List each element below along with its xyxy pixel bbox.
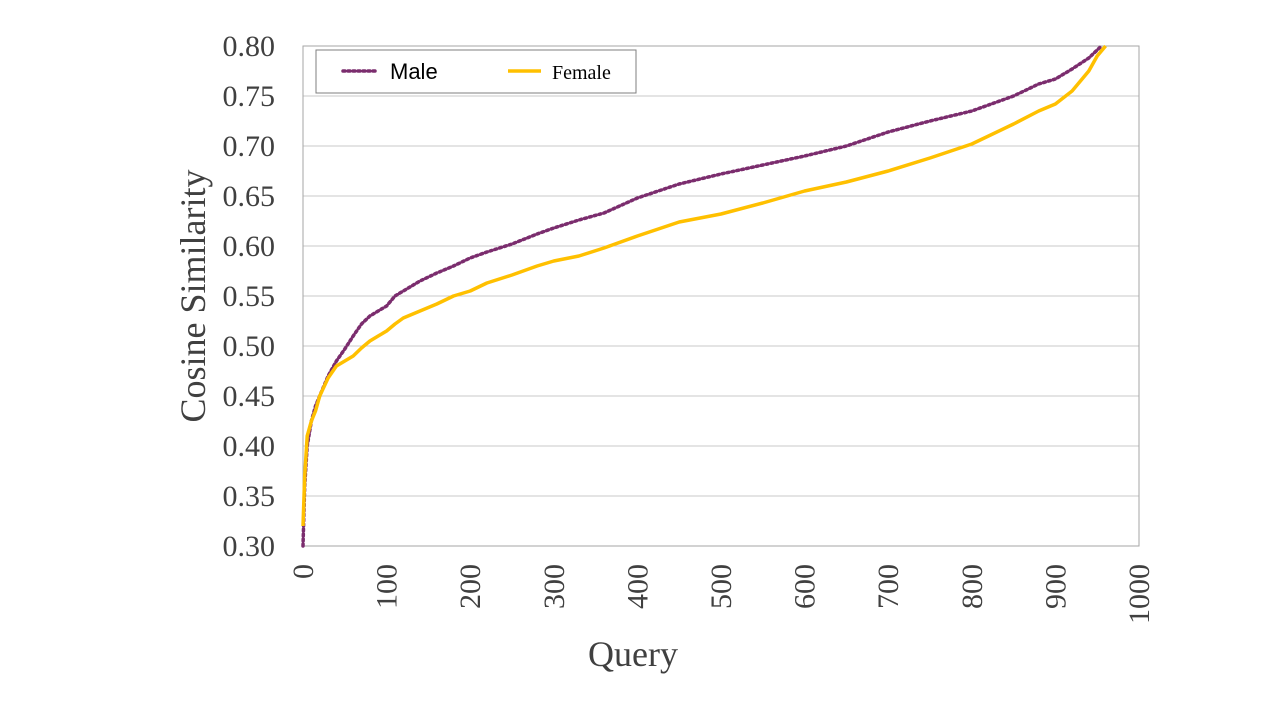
legend-label-female: Female <box>552 62 611 84</box>
y-tick-label: 0.65 <box>223 180 276 213</box>
x-tick-label: 300 <box>538 564 571 609</box>
x-tick-label: 500 <box>705 564 738 609</box>
y-tick-label: 0.70 <box>223 130 276 163</box>
x-tick-label: 700 <box>872 564 905 609</box>
x-axis-tick-labels: 0 100 200 300 400 500 600 700 800 900 1000 <box>287 564 1156 624</box>
y-tick-label: 0.30 <box>223 530 276 563</box>
series-group <box>301 44 1107 548</box>
y-tick-label: 0.45 <box>223 380 276 413</box>
x-tick-label: 900 <box>1039 564 1072 609</box>
gridlines <box>303 45 1139 547</box>
x-tick-label: 800 <box>956 564 989 609</box>
series-line-female <box>301 44 1107 527</box>
plot-area-border <box>302 45 1140 547</box>
y-tick-label: 0.55 <box>223 280 276 313</box>
x-tick-label: 600 <box>789 564 822 609</box>
x-tick-label: 100 <box>371 564 404 609</box>
y-tick-label: 0.60 <box>223 230 276 263</box>
legend: Male Female <box>315 49 637 94</box>
y-axis-tick-labels: 0.80 0.75 0.70 0.65 0.60 0.55 0.50 0.45 0.40 0.35… <box>223 30 276 563</box>
x-tick-label: 400 <box>621 564 654 609</box>
x-tick-label: 1000 <box>1123 564 1156 624</box>
series-line-male <box>301 44 1104 548</box>
x-tick-label: 200 <box>454 564 487 609</box>
legend-label-male: Male <box>390 59 438 84</box>
y-tick-label: 0.50 <box>223 330 276 363</box>
x-tick-label: 0 <box>287 564 320 579</box>
y-tick-label: 0.40 <box>223 430 276 463</box>
x-axis-title: Query <box>588 634 678 674</box>
y-axis-title: Cosine Similarity <box>173 169 213 422</box>
y-tick-label: 0.80 <box>223 30 276 63</box>
y-tick-label: 0.35 <box>223 480 276 513</box>
y-tick-label: 0.75 <box>223 80 276 113</box>
